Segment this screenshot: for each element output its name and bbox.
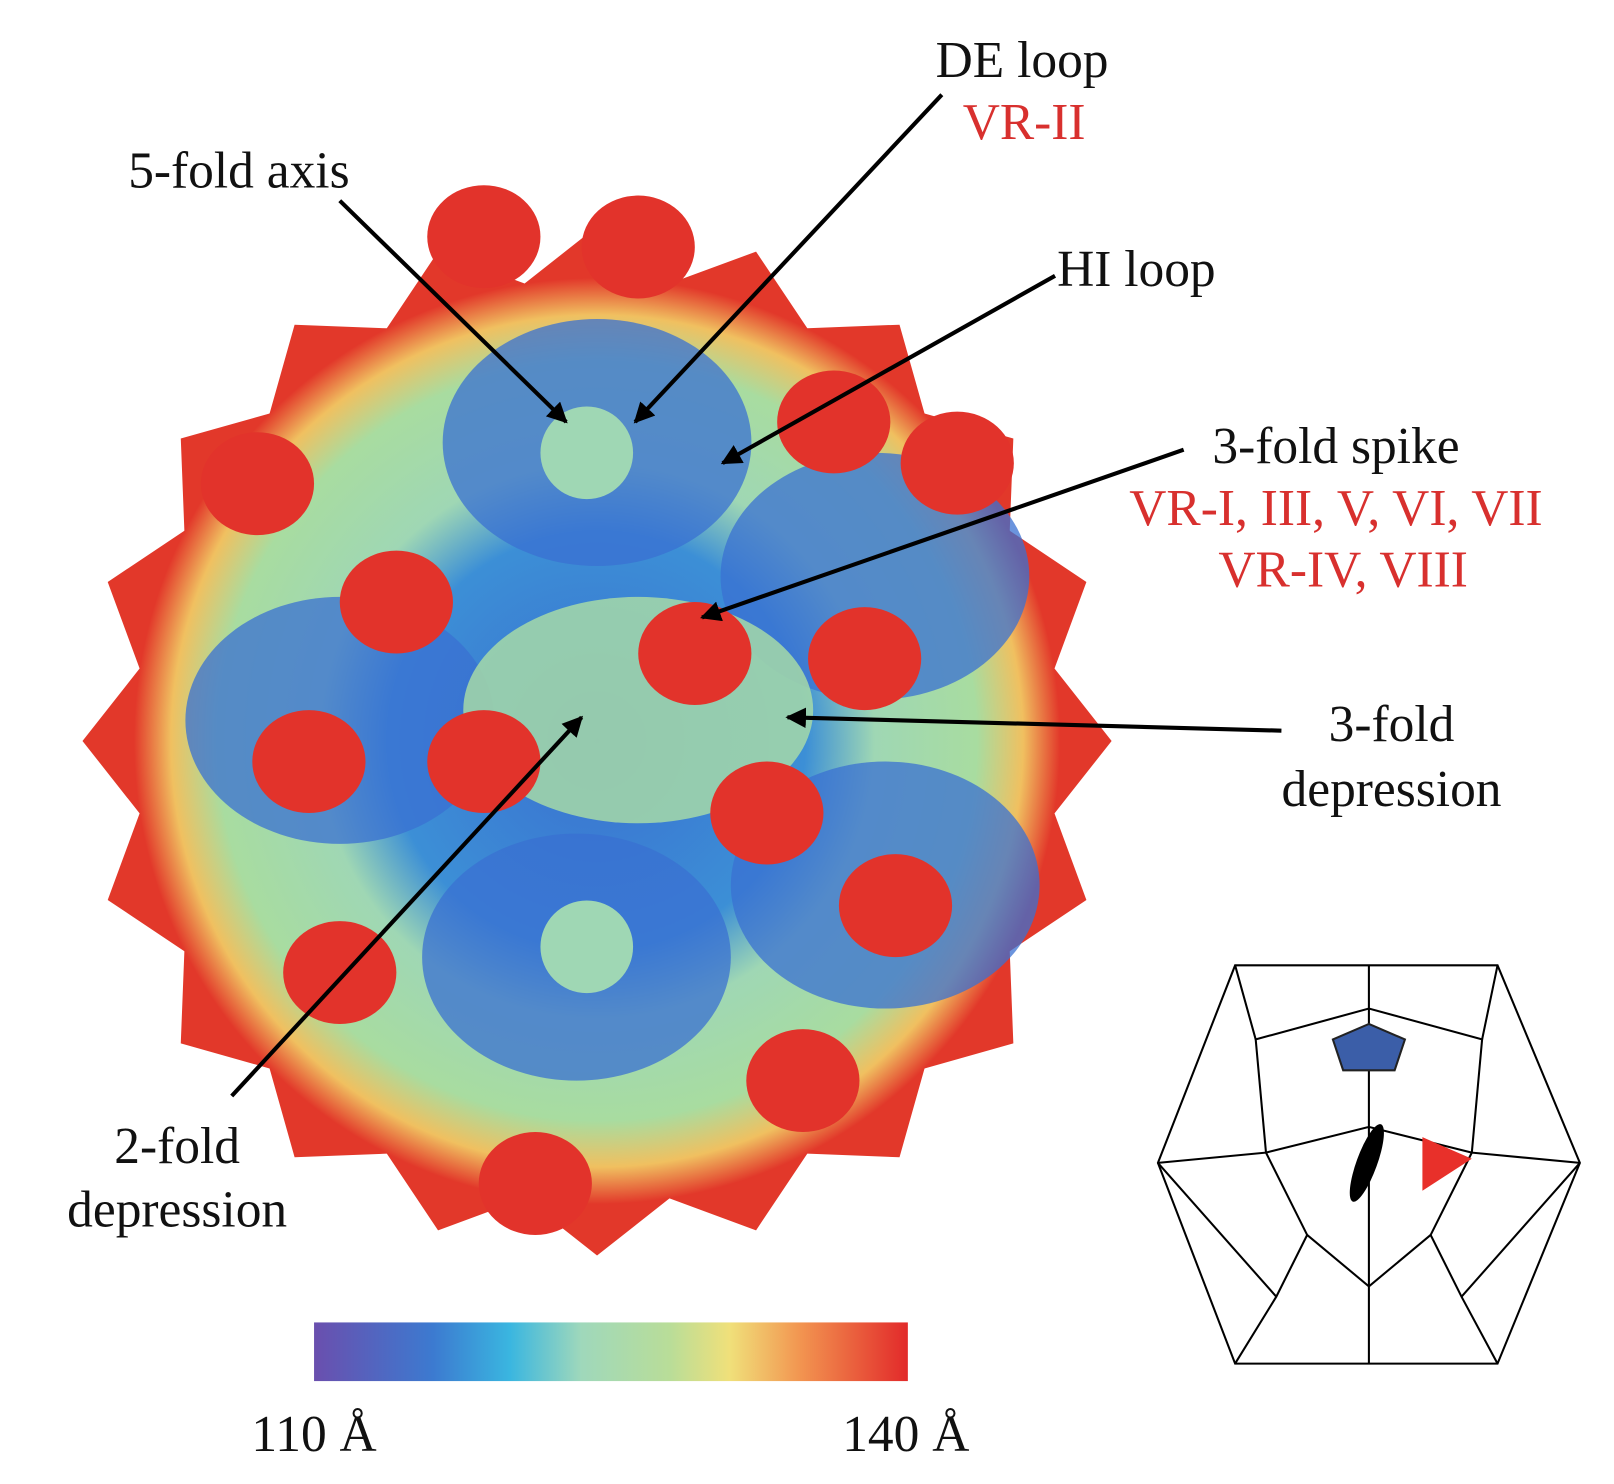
capsid-feature [252, 710, 366, 814]
label: 2-fold [114, 1118, 240, 1175]
label: VR-IV, VIII [1218, 542, 1468, 599]
label: depression [1282, 761, 1502, 818]
arrow [338, 199, 568, 424]
label: HI loop [1057, 241, 1216, 298]
capsid-feature [581, 195, 695, 299]
capsid-feature [339, 550, 453, 654]
arrow [700, 447, 1185, 622]
capsid-feature [720, 452, 1030, 700]
capsid-feature [427, 185, 541, 289]
arrow [230, 715, 584, 1098]
capsid-feature [200, 432, 315, 536]
capsid-feature [478, 1132, 592, 1235]
capsid-feature [746, 1029, 860, 1133]
capsid-feature [427, 710, 541, 814]
arrow [633, 93, 944, 424]
capsid-feature [540, 900, 634, 994]
capsid-feature [710, 761, 824, 865]
capsid-feature [638, 602, 752, 705]
capsid-feature [838, 854, 953, 958]
arrow [720, 274, 1057, 465]
colorbar-label: 110 Å [251, 1406, 376, 1463]
label: 5-fold axis [128, 142, 349, 199]
capsid-feature [900, 411, 1014, 515]
label: VR-I, III, V, VI, VII [1129, 480, 1542, 537]
label: depression [67, 1182, 287, 1239]
capsid-feature [540, 406, 634, 500]
label: 3-fold [1329, 696, 1455, 753]
capsid-feature [808, 607, 922, 711]
colorbar [314, 1322, 908, 1382]
label: DE loop [936, 32, 1109, 89]
label: 3-fold spike [1212, 418, 1459, 475]
capsid-surface [82, 185, 1112, 1256]
label: VR-II [963, 94, 1086, 151]
colorbar-label: 140 Å [842, 1406, 969, 1463]
icosahedron-schematic [1156, 964, 1581, 1365]
capsid-feature [777, 370, 891, 474]
arrow [785, 707, 1282, 733]
